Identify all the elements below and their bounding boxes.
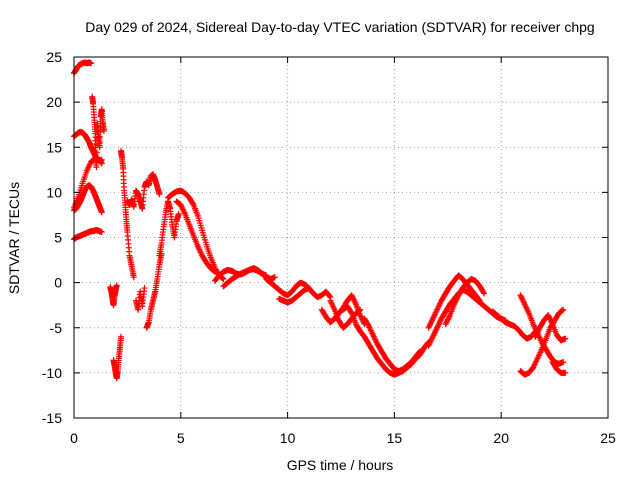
data-point — [93, 149, 100, 156]
y-tick-label: 5 — [54, 230, 62, 246]
x-tick-label: 0 — [70, 430, 78, 446]
series-burst-8 — [156, 198, 182, 259]
y-tick-label: 15 — [46, 139, 62, 155]
data-point — [96, 139, 103, 146]
y-tick-label: 20 — [46, 94, 62, 110]
series-arc-main-5 — [263, 276, 334, 301]
data-point — [560, 306, 567, 313]
series-arc-main-10 — [361, 315, 424, 375]
data-point — [98, 229, 105, 236]
data-point — [141, 285, 148, 292]
data-point — [347, 309, 354, 316]
data-point — [130, 274, 137, 281]
series-arc-main-14 — [489, 308, 539, 342]
data-point — [117, 333, 124, 340]
y-axis-label: SDTVAR / TECUs — [6, 182, 22, 294]
series-burst-4 — [117, 147, 137, 281]
data-point — [305, 285, 312, 292]
series-burst-6 — [132, 285, 148, 313]
data-point — [562, 335, 569, 342]
grid-lines — [74, 57, 608, 418]
data-point — [416, 349, 423, 356]
y-tick-label: -10 — [42, 365, 62, 381]
series-arc-e — [71, 227, 105, 243]
data-point — [559, 307, 566, 314]
series-arc-main-12 — [425, 286, 509, 349]
y-tick-label: -5 — [50, 320, 63, 336]
x-tick-label: 10 — [280, 430, 296, 446]
data-point — [100, 128, 107, 135]
data-point — [326, 293, 333, 300]
data-point — [93, 164, 100, 171]
data-point — [271, 274, 278, 281]
y-tick-label: 0 — [54, 275, 62, 291]
x-tick-label: 15 — [387, 430, 403, 446]
data-point — [211, 268, 218, 275]
series-arc-main-4 — [220, 266, 270, 290]
y-tick-labels: -15 -10 -5 0 5 10 15 20 25 — [42, 49, 62, 426]
data-point — [98, 209, 105, 216]
data-point — [560, 359, 567, 366]
y-tick-label: 25 — [46, 49, 62, 65]
series-burst-3 — [110, 333, 124, 382]
data-points — [71, 59, 569, 382]
data-point — [113, 282, 120, 289]
series-burst-2 — [107, 282, 120, 309]
series-x-arc-3 — [532, 312, 569, 344]
chart-title: Day 029 of 2024, Sidereal Day-to-day VTE… — [85, 19, 594, 35]
data-point — [481, 290, 488, 297]
data-point — [96, 144, 103, 151]
data-point — [219, 275, 226, 282]
series-burst-1 — [89, 93, 107, 171]
series-arc-main-6 — [276, 285, 312, 306]
data-point — [211, 268, 218, 275]
data-point — [97, 128, 104, 135]
data-point — [562, 369, 569, 376]
data-point — [93, 156, 100, 163]
y-tick-label: 10 — [46, 184, 62, 200]
data-point — [156, 191, 163, 198]
y-tick-label: -15 — [42, 410, 62, 426]
x-tick-labels: 0 5 10 15 20 25 — [70, 430, 616, 446]
series-arc-main-2 — [173, 198, 218, 275]
series-arc-main-13 — [442, 276, 488, 328]
x-tick-label: 25 — [600, 430, 616, 446]
series-x-arc-4 — [549, 359, 569, 376]
axis-ticks — [73, 56, 609, 419]
x-tick-label: 5 — [177, 430, 185, 446]
data-point — [98, 160, 105, 167]
data-point — [189, 200, 196, 207]
data-point — [96, 134, 103, 141]
data-point — [175, 211, 182, 218]
series-arc-main-1 — [164, 187, 227, 283]
x-axis-label: GPS time / hours — [287, 457, 394, 473]
series-x-arc-2 — [517, 306, 567, 378]
series-x-arc-1 — [517, 292, 567, 367]
series-arc-main-8 — [327, 297, 364, 331]
data-point — [357, 306, 364, 313]
data-point — [88, 60, 95, 67]
series-burst-5 — [124, 171, 163, 212]
series-burst-7 — [143, 250, 165, 331]
data-point — [417, 348, 424, 355]
data-point — [356, 307, 363, 314]
data-point — [480, 289, 487, 296]
data-point — [220, 276, 227, 283]
x-tick-label: 20 — [493, 430, 509, 446]
